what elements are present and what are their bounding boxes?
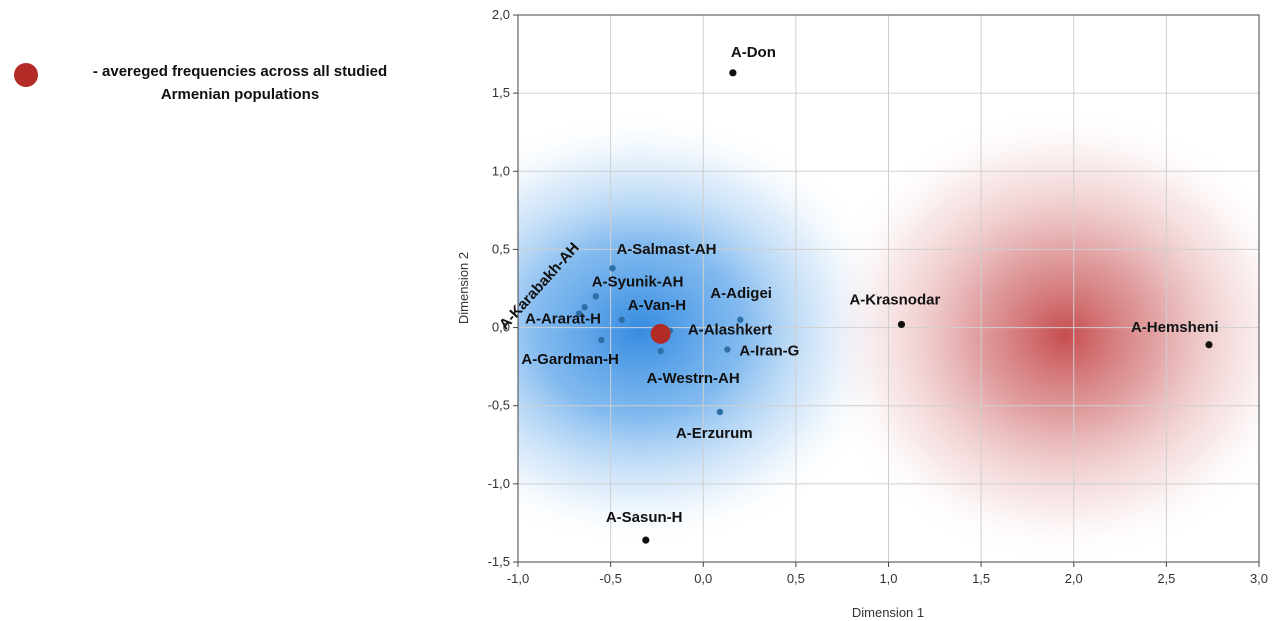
x-tick-label: 0,5 — [787, 571, 805, 586]
legend-marker — [14, 63, 38, 87]
point-a-sasun-h — [642, 536, 650, 544]
legend-line-1: - avereged frequencies across all studie… — [92, 63, 388, 80]
y-tick-label: -0,5 — [488, 398, 510, 413]
point-a-gardman-h — [598, 336, 605, 344]
point-a-westrn-ah — [657, 347, 664, 355]
y-tick-label: 0,0 — [492, 320, 510, 335]
x-tick-label: -1,0 — [507, 571, 529, 586]
point-label: A-Syunik-AH — [592, 273, 684, 290]
point-a-ararat-h — [575, 310, 583, 317]
point-label: A-Westrn-AH — [647, 370, 740, 387]
x-axis-label: Dimension 1 — [852, 605, 924, 620]
blue-cluster-zone — [518, 110, 900, 550]
point-label: A-Iran-G — [739, 342, 799, 359]
y-tick-label: 1,5 — [492, 85, 510, 100]
y-axis-label: Dimension 2 — [456, 252, 471, 324]
y-tick-label: 0,5 — [492, 241, 510, 256]
point-label: A-Hemsheni — [1131, 319, 1219, 336]
point-label: A-Salmast-AH — [616, 241, 716, 258]
point-label: A-Gardman-H — [521, 351, 619, 368]
point-a-erzurum — [716, 408, 724, 416]
point-label: A-Ararat-H — [525, 311, 601, 328]
x-tick-label: 3,0 — [1250, 571, 1268, 586]
legend: - avereged frequencies across all studie… — [10, 58, 430, 118]
point-label: A-Erzurum — [676, 425, 753, 442]
x-tick-label: 2,0 — [1065, 571, 1083, 586]
x-tick-label: 1,5 — [972, 571, 990, 586]
point-a-van-h — [618, 316, 625, 323]
point-a-salmast-ah — [609, 264, 616, 272]
point-label: A-Alashkert — [688, 322, 772, 339]
legend-line-2: Armenian populations — [160, 86, 320, 103]
point-label: A-Sasun-H — [606, 509, 683, 526]
x-tick-label: 2,5 — [1157, 571, 1175, 586]
x-tick-label: 0,0 — [694, 571, 712, 586]
y-tick-label: 1,0 — [492, 163, 510, 178]
x-tick-label: 1,0 — [879, 571, 897, 586]
point-a-krasnodar — [897, 320, 906, 329]
average-frequency-point — [650, 323, 671, 344]
point-a-karabakh-ah — [581, 304, 588, 311]
y-tick-label: 2,0 — [492, 7, 510, 22]
point-label: A-Krasnodar — [849, 291, 940, 308]
legend-text: - avereged frequencies across all studie… — [50, 60, 430, 106]
y-tick-label: -1,0 — [488, 476, 510, 491]
point-a-syunik-ah — [592, 293, 600, 300]
x-tick-label: -0,5 — [599, 571, 621, 586]
y-tick-label: -1,5 — [488, 554, 510, 569]
point-label: A-Adigei — [710, 285, 772, 302]
point-a-iran-g — [724, 346, 731, 353]
point-a-adigei — [737, 316, 744, 323]
point-label: A-Don — [731, 44, 776, 61]
red-cluster-zone — [815, 105, 1259, 562]
point-a-hemsheni — [1205, 341, 1213, 349]
point-a-don — [729, 69, 737, 77]
point-label: A-Van-H — [628, 297, 686, 314]
